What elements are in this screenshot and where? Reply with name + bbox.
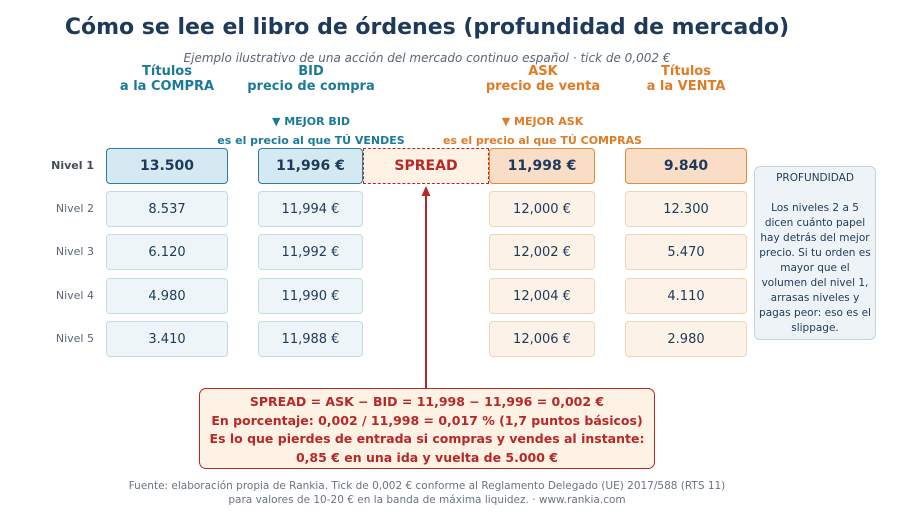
buy-quantity-cell: 6.120 — [106, 234, 228, 270]
ask-price-cell: 11,998 € — [489, 148, 595, 184]
bid-price-cell: 11,990 € — [258, 278, 363, 314]
sell-quantity-cell: 12.300 — [625, 191, 747, 227]
sell-quantity-cell: 9.840 — [625, 148, 747, 184]
best-bid-note-text: es el precio al que TÚ VENDES — [217, 134, 405, 147]
bid-price-cell: 11,992 € — [258, 234, 363, 270]
level-label: Nivel 5 — [55, 332, 94, 345]
header-bid-line1: BID — [298, 64, 324, 79]
buy-quantity-cell: 13.500 — [106, 148, 228, 184]
spread-box: SPREAD — [363, 148, 489, 184]
sell-quantity-cell: 5.470 — [625, 234, 747, 270]
header-buy-quantity: Títulos a la COMPRA — [106, 64, 228, 94]
header-buy-quantity-line1: Títulos — [142, 64, 192, 79]
footer-source: Fuente: elaboración propia de Rankia. Ti… — [0, 479, 854, 507]
header-ask-line1: ASK — [528, 64, 558, 79]
depth-box-title: PROFUNDIDAD — [776, 172, 854, 184]
level-label: Nivel 2 — [55, 202, 94, 215]
formula-line: En porcentaje: 0,002 / 11,998 = 0,017 % … — [211, 412, 643, 428]
bid-price-cell: 11,988 € — [258, 321, 363, 357]
best-ask-note-title: ▼ MEJOR ASK — [501, 115, 584, 128]
spread-formula-box: SPREAD = ASK − BID = 11,998 − 11,996 = 0… — [199, 388, 655, 469]
bid-price-cell: 11,994 € — [258, 191, 363, 227]
ask-price-cell: 12,004 € — [489, 278, 595, 314]
bid-price-cell: 11,996 € — [258, 148, 363, 184]
ask-price-cell: 12,006 € — [489, 321, 595, 357]
depth-explanation-box: PROFUNDIDAD Los niveles 2 a 5 dicen cuán… — [754, 166, 876, 340]
level-label: Nivel 1 — [51, 159, 94, 172]
depth-box-text: Los niveles 2 a 5 dicen cuánto papel hay… — [759, 202, 871, 334]
spread-arrow-head — [421, 186, 431, 196]
page-title: Cómo se lee el libro de órdenes (profund… — [64, 15, 790, 40]
footer-line: Fuente: elaboración propia de Rankia. Ti… — [128, 480, 726, 492]
level-label: Nivel 3 — [55, 245, 94, 258]
level-label: Nivel 4 — [55, 289, 94, 302]
ask-price-cell: 12,000 € — [489, 191, 595, 227]
ask-price-cell: 12,002 € — [489, 234, 595, 270]
header-sell-quantity-line2: a la VENTA — [646, 79, 726, 94]
header-sell-quantity-line1: Títulos — [661, 64, 711, 79]
buy-quantity-cell: 3.410 — [106, 321, 228, 357]
footer-line: para valores de 10-20 € en la banda de m… — [228, 494, 626, 506]
best-bid-note-title: ▼ MEJOR BID — [271, 115, 351, 128]
best-ask-note-text: es el precio al que TÚ COMPRAS — [443, 134, 642, 147]
header-ask-line2: precio de venta — [485, 79, 601, 94]
best-ask-note: ▼ MEJOR ASK es el precio al que TÚ COMPR… — [425, 115, 660, 147]
sell-quantity-cell: 4.110 — [625, 278, 747, 314]
sell-quantity-cell: 2.980 — [625, 321, 747, 357]
header-sell-quantity: Títulos a la VENTA — [625, 64, 747, 94]
formula-line: Es lo que pierdes de entrada si compras … — [209, 431, 645, 446]
formula-line: 0,85 € en una ida y vuelta de 5.000 € — [295, 449, 558, 465]
buy-quantity-cell: 8.537 — [106, 191, 228, 227]
header-bid: BID precio de compra — [240, 64, 382, 94]
header-bid-line2: precio de compra — [247, 79, 375, 94]
page-subtitle: Ejemplo ilustrativo de una acción del me… — [183, 51, 671, 65]
header-buy-quantity-line2: a la COMPRA — [119, 79, 215, 94]
best-bid-note: ▼ MEJOR BID es el precio al que TÚ VENDE… — [201, 115, 421, 147]
header-ask: ASK precio de venta — [472, 64, 614, 94]
formula-line: SPREAD = ASK − BID = 11,998 − 11,996 = 0… — [249, 394, 605, 409]
buy-quantity-cell: 4.980 — [106, 278, 228, 314]
